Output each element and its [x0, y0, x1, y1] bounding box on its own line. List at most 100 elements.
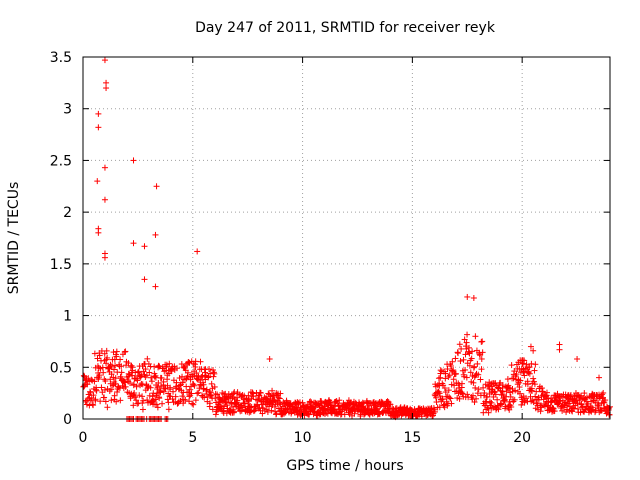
- data-point: [90, 392, 97, 399]
- data-point: [95, 110, 102, 117]
- data-point: [211, 370, 218, 377]
- data-point: [144, 355, 151, 362]
- data-point: [537, 408, 544, 415]
- data-point: [148, 378, 155, 385]
- data-point: [167, 384, 174, 391]
- data-point: [94, 178, 101, 185]
- data-point: [527, 343, 534, 350]
- data-point: [140, 397, 147, 404]
- y-tick-label: 2.5: [50, 153, 72, 169]
- data-point: [376, 411, 383, 418]
- data-point: [169, 396, 176, 403]
- data-point: [458, 345, 465, 352]
- axis-ticks: 0 0.5 1 1.5 2 2.5 3 3.5 0 5 10 15 20: [50, 50, 610, 446]
- data-point: [104, 354, 111, 361]
- data-point: [85, 375, 92, 382]
- data-point: [442, 370, 449, 377]
- data-point: [479, 338, 486, 345]
- data-point: [97, 398, 104, 405]
- data-point: [91, 350, 98, 357]
- data-point: [269, 387, 276, 394]
- data-point: [508, 403, 515, 410]
- data-point: [474, 360, 481, 367]
- data-point: [513, 371, 520, 378]
- data-point: [441, 385, 448, 392]
- data-point: [448, 367, 455, 374]
- data-point: [112, 375, 119, 382]
- data-point: [192, 397, 199, 404]
- data-point: [387, 401, 394, 408]
- data-point: [139, 393, 146, 400]
- data-point: [448, 363, 455, 370]
- data-point: [532, 361, 539, 368]
- data-point: [152, 283, 159, 290]
- data-point: [185, 358, 192, 365]
- x-tick-label: 20: [513, 430, 531, 446]
- x-axis-label: GPS time / hours: [286, 458, 403, 474]
- data-point: [504, 376, 511, 383]
- data-point: [463, 374, 470, 381]
- data-point: [153, 183, 160, 190]
- data-point: [191, 382, 198, 389]
- data-point: [477, 376, 484, 383]
- data-point: [437, 367, 444, 374]
- data-point: [152, 231, 159, 238]
- data-point: [276, 395, 283, 402]
- data-point: [511, 396, 518, 403]
- data-point: [211, 383, 218, 390]
- data-point: [136, 392, 143, 399]
- data-point: [574, 356, 581, 363]
- data-point: [433, 399, 440, 406]
- data-point: [538, 404, 545, 411]
- data-point: [523, 395, 530, 402]
- data-point: [543, 389, 550, 396]
- data-point: [108, 371, 115, 378]
- data-point: [480, 409, 487, 416]
- data-point: [125, 360, 132, 367]
- data-point: [567, 391, 574, 398]
- data-point: [177, 382, 184, 389]
- data-point: [114, 389, 121, 396]
- chart-title: Day 247 of 2011, SRMTID for receiver rey…: [195, 20, 496, 36]
- data-point: [526, 370, 533, 377]
- data-point: [206, 366, 213, 373]
- data-point: [144, 397, 151, 404]
- data-point: [192, 364, 199, 371]
- data-point: [492, 391, 499, 398]
- data-point: [463, 339, 470, 346]
- data-point: [179, 393, 186, 400]
- data-point: [96, 372, 103, 379]
- data-point: [184, 369, 191, 376]
- data-point: [435, 375, 442, 382]
- data-point: [456, 341, 463, 348]
- data-point: [154, 384, 161, 391]
- data-point: [529, 387, 536, 394]
- data-point: [474, 390, 481, 397]
- data-point: [531, 381, 538, 388]
- data-point: [257, 389, 264, 396]
- y-tick-label: 2: [63, 205, 72, 221]
- data-point: [212, 411, 219, 418]
- data-point: [234, 397, 241, 404]
- data-point: [273, 410, 280, 417]
- data-point: [481, 390, 488, 397]
- data-point: [459, 390, 466, 397]
- data-point: [460, 356, 467, 363]
- data-point: [516, 390, 523, 397]
- data-point: [446, 394, 453, 401]
- data-point: [131, 390, 138, 397]
- data-point: [470, 294, 477, 301]
- data-point: [118, 369, 125, 376]
- data-point: [101, 57, 108, 64]
- data-point: [517, 377, 524, 384]
- data-point: [468, 355, 475, 362]
- data-point: [159, 400, 166, 407]
- data-point: [581, 390, 588, 397]
- data-point: [526, 364, 533, 371]
- data-point: [156, 363, 163, 370]
- data-point: [179, 379, 186, 386]
- data-point: [446, 372, 453, 379]
- data-point: [479, 349, 486, 356]
- data-point: [562, 399, 569, 406]
- data-point: [263, 395, 270, 402]
